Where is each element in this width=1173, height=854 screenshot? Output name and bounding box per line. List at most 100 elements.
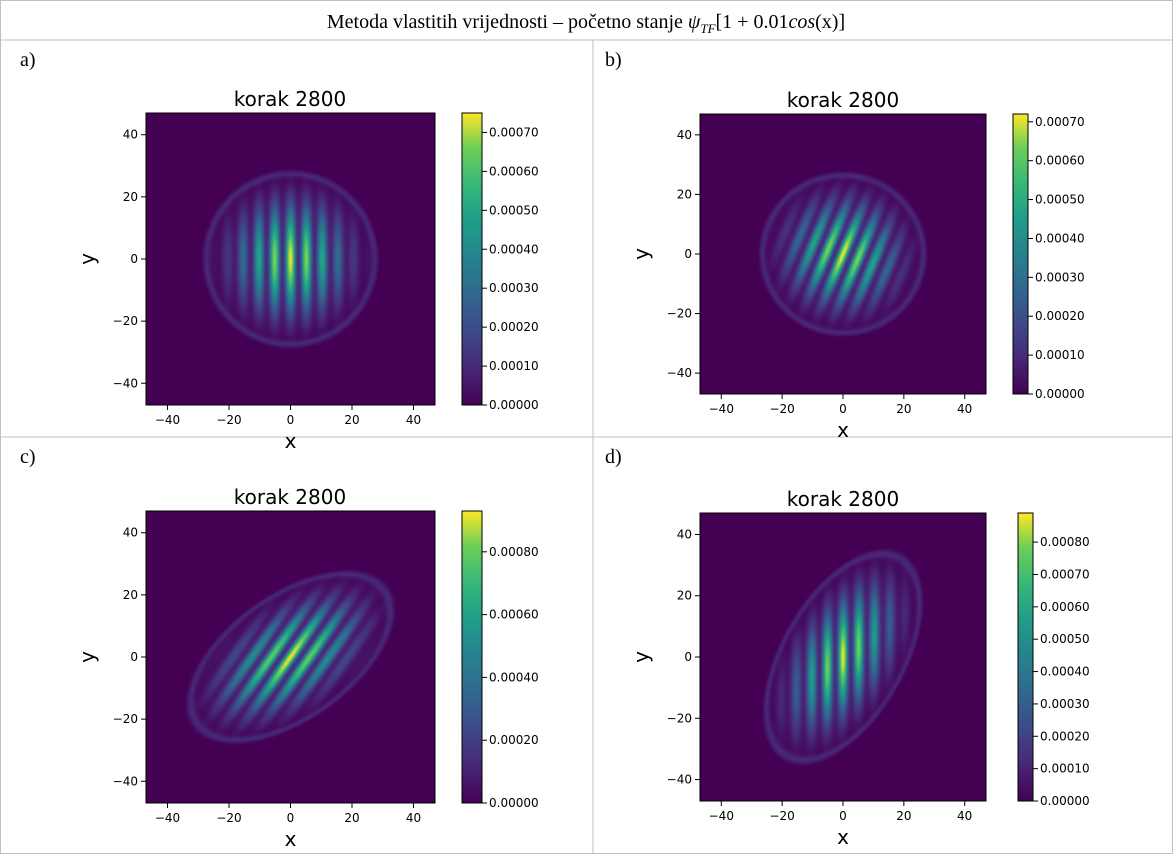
panel-label: a) [20,49,36,71]
y-tick-label: 0 [130,650,138,664]
x-axis-label: x [837,825,849,849]
x-tick-label: 40 [957,402,972,416]
y-tick-label: 20 [677,589,692,603]
colorbar-tick-label: 0.00040 [489,670,539,684]
colorbar-tick-label: 0.00030 [1035,270,1085,284]
colorbar-tick-label: 0.00000 [1040,794,1090,808]
y-tick-label: 40 [677,128,692,142]
y-tick-label: −40 [113,774,138,788]
x-tick-label: 0 [287,413,295,427]
y-tick-label: 0 [684,650,692,664]
colorbar-tick-label: 0.00050 [489,203,539,217]
colorbar-tick-label: 0.00040 [489,242,539,256]
x-tick-label: 40 [406,811,421,825]
colorbar-tick-label: 0.00000 [489,796,539,810]
heatmap-image [700,513,986,801]
x-tick-label: −40 [709,809,734,823]
colorbar [461,510,483,804]
colorbar-tick-label: 0.00060 [1035,154,1085,168]
colorbar-tick-label: 0.00040 [1040,665,1090,679]
x-tick-label: −20 [769,402,794,416]
y-tick-label: −20 [667,307,692,321]
heatmap-image [700,114,986,394]
colorbar-tick-label: 0.00070 [1040,567,1090,581]
x-tick-label: 20 [896,402,911,416]
x-tick-label: −40 [709,402,734,416]
y-axis-label: y [629,248,653,260]
plot-title: korak 2800 [787,88,899,112]
colorbar-tick-label: 0.00020 [1040,729,1090,743]
x-tick-label: −20 [216,413,241,427]
figure-title: Metoda vlastitih vrijednosti – početno s… [327,11,845,36]
x-tick-label: 40 [957,809,972,823]
colorbar-tick-label: 0.00000 [489,398,539,412]
x-tick-label: 0 [839,402,847,416]
y-tick-label: −40 [113,376,138,390]
colorbar-tick-label: 0.00070 [489,125,539,139]
x-axis-label: x [285,429,297,453]
plot-title: korak 2800 [787,487,899,511]
y-tick-label: −40 [667,366,692,380]
y-axis-label: y [75,651,99,663]
colorbar-tick-label: 0.00040 [1035,231,1085,245]
x-tick-label: 0 [287,811,295,825]
y-tick-label: 20 [677,187,692,201]
panel-label: c) [20,446,36,468]
colorbar-tick-label: 0.00010 [489,359,539,373]
colorbar-tick-label: 0.00050 [1040,632,1090,646]
colorbar-tick-label: 0.00060 [489,608,539,622]
x-tick-label: 0 [839,809,847,823]
colorbar-tick-label: 0.00060 [1040,600,1090,614]
x-tick-label: −20 [216,811,241,825]
plot-title: korak 2800 [234,485,346,509]
panel-label: d) [605,446,622,468]
colorbar-tick-label: 0.00050 [1035,193,1085,207]
colorbar-tick-label: 0.00080 [1040,535,1090,549]
colorbar-tick-label: 0.00020 [489,320,539,334]
colorbar [1017,512,1034,802]
x-axis-label: x [285,827,297,851]
heatmap-image [146,511,435,803]
y-tick-label: 20 [123,588,138,602]
colorbar-tick-label: 0.00080 [489,545,539,559]
y-tick-label: −40 [667,773,692,787]
plot-title: korak 2800 [234,87,346,111]
colorbar-tick-label: 0.00070 [1035,115,1085,129]
x-tick-label: 20 [344,413,359,427]
colorbar [461,112,483,406]
y-tick-label: 0 [684,247,692,261]
heatmap-image [146,113,435,405]
colorbar [1012,113,1029,395]
x-tick-label: −40 [155,413,180,427]
colorbar-tick-label: 0.00030 [1040,697,1090,711]
y-axis-label: y [629,651,653,663]
y-tick-label: −20 [113,314,138,328]
y-axis-label: y [75,253,99,265]
y-tick-label: 0 [130,252,138,266]
colorbar-tick-label: 0.00010 [1040,762,1090,776]
y-tick-label: 40 [677,527,692,541]
y-tick-label: 40 [123,128,138,142]
colorbar-tick-label: 0.00060 [489,164,539,178]
y-tick-label: −20 [113,712,138,726]
y-tick-label: 20 [123,190,138,204]
panel-d: d) korak 2800 −40 −20 0 20 40 −40 −20 0 20 40 x y 0.00… [605,446,1090,849]
x-tick-label: 20 [896,809,911,823]
colorbar-tick-label: 0.00030 [489,281,539,295]
panel-label: b) [605,49,622,71]
panel-b: b) korak 2800 −40 −20 0 20 40 −40 −20 0 20 40 x y 0.00… [605,49,1085,442]
x-axis-label: x [837,418,849,442]
x-tick-label: 40 [406,413,421,427]
colorbar-tick-label: 0.00010 [1035,348,1085,362]
colorbar-tick-label: 0.00020 [489,733,539,747]
colorbar-tick-label: 0.00020 [1035,309,1085,323]
panel-c: c) korak 2800 −40 −20 0 20 40 −40 −20 0 20 40 x y 0.00… [20,446,539,851]
y-tick-label: 40 [123,526,138,540]
x-tick-label: 20 [344,811,359,825]
colorbar-tick-label: 0.00000 [1035,387,1085,401]
y-tick-label: −20 [667,711,692,725]
x-tick-label: −40 [155,811,180,825]
panel-a: a) korak 2800 −40 −20 0 20 40 −40 −20 0 20 40 x y 0.00… [20,49,539,453]
x-tick-label: −20 [769,809,794,823]
